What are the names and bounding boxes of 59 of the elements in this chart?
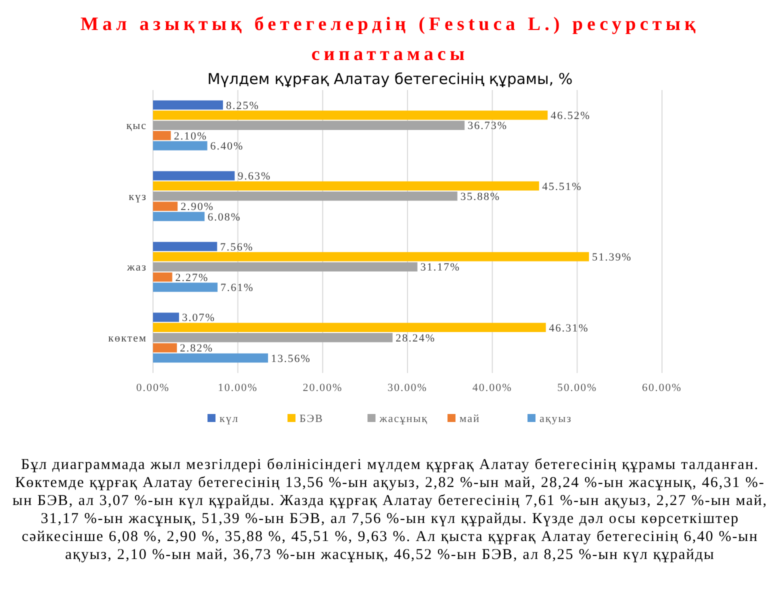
bar — [153, 282, 218, 292]
bar — [153, 141, 208, 150]
chart-title: Мал азықтық бетегелердің (Festuca L.) ресурстық сипаттамасы — [80, 14, 700, 65]
data-label: 2.82% — [180, 342, 214, 355]
data-label: 45.51% — [542, 180, 582, 193]
x-tick-label: 40.00% — [472, 382, 512, 394]
bar — [153, 192, 458, 201]
x-tick-label: 30.00% — [388, 382, 428, 394]
x-tick-label: 10.00% — [218, 382, 258, 394]
data-label: 7.56% — [220, 241, 254, 254]
x-tick-label: 0.00% — [136, 382, 170, 394]
data-label: 6.40% — [210, 140, 244, 153]
chart-subtitle: Мүлдем құрғақ Алатау бетегесінің құрамы, % — [207, 70, 573, 88]
data-label: 35.88% — [460, 190, 500, 203]
data-label: 13.56% — [271, 352, 311, 365]
bar — [153, 353, 268, 363]
bar — [153, 100, 223, 110]
bar — [153, 181, 540, 191]
data-label: 8.25% — [226, 100, 260, 112]
data-label: 6.08% — [208, 211, 241, 224]
y-tick-label: көктем — [108, 332, 147, 344]
bar — [153, 322, 546, 332]
bar — [153, 272, 172, 282]
y-tick-label: қыс — [126, 120, 147, 132]
data-label: 28.24% — [396, 332, 436, 344]
legend-label: ақуыз — [540, 412, 572, 425]
bar — [153, 130, 171, 140]
legend-label: май — [460, 412, 480, 425]
bar — [153, 242, 218, 252]
y-tick-label: жаз — [126, 262, 147, 274]
bar — [153, 212, 205, 222]
data-label: 7.61% — [220, 282, 254, 294]
data-label: 36.73% — [468, 120, 508, 132]
data-label: 31.17% — [420, 262, 460, 274]
bar — [153, 262, 418, 272]
x-tick-label: 60.00% — [642, 382, 682, 394]
data-label: 3.07% — [182, 312, 216, 324]
data-label: 9.63% — [238, 170, 272, 183]
data-label: 2.90% — [180, 201, 214, 214]
data-label: 2.27% — [175, 272, 209, 284]
bar — [153, 333, 393, 342]
x-tick-label: 20.00% — [302, 382, 343, 394]
data-label: 51.39% — [592, 252, 632, 264]
bar — [153, 312, 180, 322]
legend-label: күл — [220, 412, 239, 425]
bar — [153, 110, 548, 120]
data-label: 46.52% — [550, 110, 591, 122]
text: Бұл диаграммада жыл мезгілдері бөлінісіндегі мүлдем құрғақ Алатау бетегесінің құрамы талданған. Көктемде құрғақ Алатау бетегесінің 13,56 %-ын ақуыз, 2,82 %-ын май, 28,24 %-ын жасұнық, 46,31 %-ын БЭВ, ал 3,07 %-ын күл құрайды. Жазда құрғақ Алатау бетегесінің 7,61 %-ын ақуыз, 2,27 %-ын май, 31,17 %-ын жасұнық, 51,39 %-ын БЭВ, ал 7,56 %-ын күл құрайды. Күзде дәл осы көрсеткіштер сәйкесінше 6,08 %, 2,90 %, 35,88 %, 45,51 %, 9,63 %. Ал қыста құрғақ Алатау бетегесінің 6,40 %-ын ақуыз, 2,10 %-ын май, 36,73 %-ын жасұнық, 46,52 %-ын БЭВ, ал 8,25 %-ын күл құрайды — [11, 456, 769, 564]
bar — [153, 343, 177, 352]
data-label: 46.31% — [548, 322, 589, 334]
legend-label: БЭВ — [300, 412, 324, 425]
bar — [153, 171, 235, 180]
bar — [153, 252, 589, 262]
x-tick-label: 50.00% — [557, 382, 598, 394]
data-label: 2.10% — [174, 130, 208, 142]
y-tick-label: күз — [128, 190, 147, 203]
bar — [153, 202, 178, 211]
bar — [153, 120, 465, 130]
legend-label: жасұнық — [378, 412, 428, 425]
